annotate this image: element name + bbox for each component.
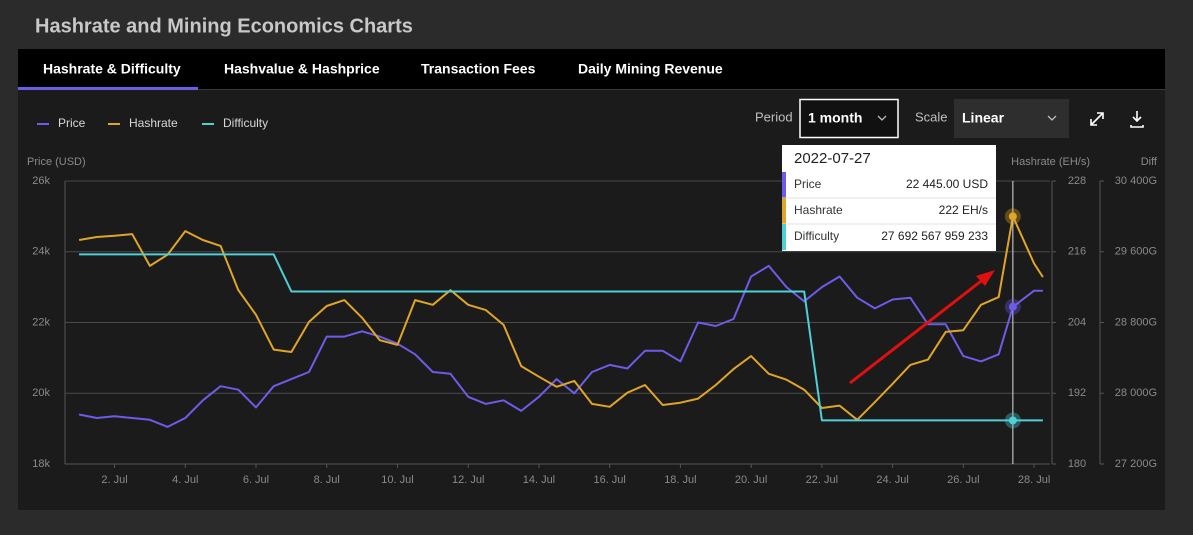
x-tick-label: 20. Jul: [735, 474, 767, 486]
x-tick-label: 16. Jul: [593, 474, 625, 486]
period-select[interactable]: [799, 98, 899, 139]
tooltip-name: Hashrate: [794, 203, 843, 217]
scale-value: Linear: [962, 110, 1005, 126]
hover-point: [1008, 212, 1017, 221]
y-axis-title: Price (USD): [27, 156, 86, 168]
tab[interactable]: Hashrate & Difficulty: [43, 61, 181, 77]
y2-tick-label: 180: [1068, 458, 1086, 470]
legend-label: Hashrate: [129, 116, 178, 130]
x-tick-label: 12. Jul: [452, 474, 484, 486]
fullscreen-button[interactable]: [1090, 112, 1104, 126]
series-line: [78, 264, 1043, 428]
x-tick-label: 8. Jul: [314, 474, 340, 486]
y2-tick-label: 216: [1068, 246, 1086, 258]
download-button[interactable]: [1130, 111, 1144, 128]
tooltip-swatch: [782, 172, 786, 198]
y3-tick-label: 28 000G: [1115, 387, 1157, 399]
y3-tick-label: 28 800G: [1115, 316, 1157, 328]
tooltip-swatch: [782, 224, 786, 250]
tooltip-name: Price: [794, 177, 822, 191]
y-tick-label: 26k: [32, 175, 50, 187]
tab[interactable]: Hashvalue & Hashprice: [224, 61, 380, 77]
x-tick-label: 2. Jul: [101, 474, 127, 486]
tab[interactable]: Daily Mining Revenue: [578, 61, 723, 77]
y-tick-label: 20k: [32, 387, 50, 399]
x-tick-label: 22. Jul: [806, 474, 838, 486]
x-tick-label: 26. Jul: [947, 474, 979, 486]
tooltip-name: Difficulty: [794, 229, 839, 243]
y3-axis-title: Diff: [1141, 156, 1158, 168]
tooltip-swatch: [782, 198, 786, 224]
period-label: Period: [755, 109, 793, 124]
legend-label: Price: [58, 116, 86, 130]
x-tick-label: 4. Jul: [172, 474, 198, 486]
y3-tick-label: 27 200G: [1115, 458, 1157, 470]
chevron: [1047, 115, 1057, 121]
active-tab-indicator: [18, 87, 198, 90]
tooltip-value: 27 692 567 959 233: [881, 229, 988, 243]
y2-tick-label: 228: [1068, 175, 1086, 187]
plot: 18k 20k 22k 24k 26k 180 192 204 216 228 27 200G 28 …: [32, 175, 1157, 486]
scale-label: Scale: [915, 109, 948, 124]
annotation-arrow: [849, 270, 995, 385]
hover-point: [1008, 302, 1017, 311]
tooltip-value: 22 445.00 USD: [906, 177, 988, 191]
page-title: Hashrate and Mining Economics Charts: [35, 15, 413, 37]
x-tick-label: 14. Jul: [523, 474, 555, 486]
hover-point: [1008, 416, 1017, 425]
legend-label: Difficulty: [223, 116, 268, 130]
x-tick-label: 24. Jul: [876, 474, 908, 486]
chevron: [877, 115, 887, 121]
y2-tick-label: 192: [1068, 387, 1086, 399]
series-line: [79, 253, 1043, 422]
x-tick-label: 10. Jul: [381, 474, 413, 486]
x-tick-label: 6. Jul: [243, 474, 269, 486]
y3-tick-label: 29 600G: [1115, 246, 1157, 258]
x-tick-label: 18. Jul: [664, 474, 696, 486]
period-value: 1 month: [808, 110, 862, 126]
y-tick-label: 22k: [32, 316, 50, 328]
overlay: Price Hashrate Difficulty 2022-07-27 Price 22…: [37, 116, 1021, 464]
y2-axis-title: Hashrate (EH/s): [1011, 156, 1090, 168]
y2-tick-label: 204: [1068, 316, 1086, 328]
y3-tick-label: 30 400G: [1115, 175, 1157, 187]
y-tick-label: 24k: [32, 246, 50, 258]
x-tick-label: 28. Jul: [1018, 474, 1050, 486]
series-line: [78, 215, 1044, 421]
y-tick-label: 18k: [32, 458, 50, 470]
tooltip-value: 222 EH/s: [939, 203, 988, 217]
tab[interactable]: Transaction Fees: [421, 61, 536, 77]
tooltip-date: 2022-07-27: [794, 150, 871, 167]
tab-bar: [18, 49, 1165, 89]
